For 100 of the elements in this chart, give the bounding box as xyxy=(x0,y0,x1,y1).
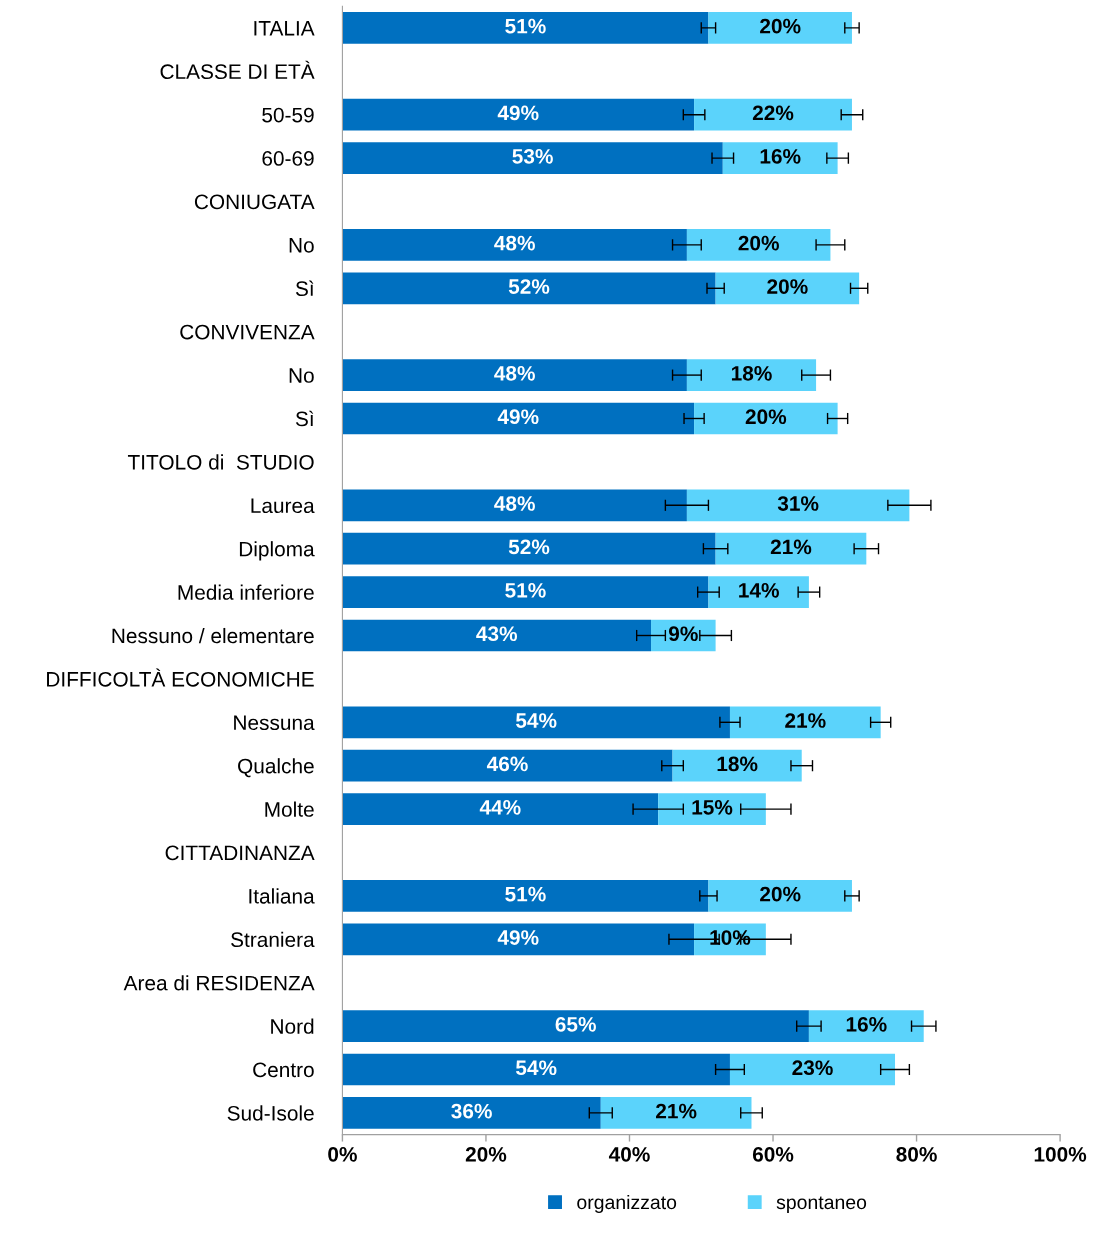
data-label: 23% xyxy=(792,1060,833,1076)
bar xyxy=(708,12,852,44)
bar xyxy=(342,706,730,739)
y-tick-label: ITALIA xyxy=(254,21,315,36)
data-label: 52% xyxy=(508,279,550,294)
bar xyxy=(342,12,709,44)
data-label: 51% xyxy=(505,18,546,34)
data-label: 18% xyxy=(717,756,758,772)
y-tick-label: CITTADINANZA xyxy=(165,845,315,861)
bar xyxy=(694,98,852,131)
bar xyxy=(686,359,817,391)
bar xyxy=(729,1053,896,1086)
bar xyxy=(342,272,716,305)
data-label: 52% xyxy=(508,539,550,555)
data-label: 43% xyxy=(476,626,518,642)
data-label: 44% xyxy=(479,799,521,815)
x-tick-label: 80% xyxy=(896,1146,937,1162)
bar xyxy=(342,619,652,652)
bar xyxy=(715,532,867,565)
data-label: 18% xyxy=(731,365,772,381)
y-tick-label: Sì xyxy=(295,280,314,297)
y-tick-label: Area di RESIDENZA xyxy=(123,975,315,991)
data-label: 31% xyxy=(777,496,819,511)
bar xyxy=(686,229,831,261)
x-tick-label: 0% xyxy=(328,1146,357,1162)
data-label: 16% xyxy=(760,148,801,164)
y-tick-label: Nord xyxy=(271,1018,314,1034)
y-tick-label: Laurea xyxy=(251,498,315,514)
y-tick-label: Media inferiore xyxy=(178,584,314,600)
bar xyxy=(342,880,709,912)
x-tick-label: 60% xyxy=(752,1146,794,1162)
legend-label: spontaneo xyxy=(776,1196,867,1214)
bar xyxy=(342,229,687,261)
data-label: 49% xyxy=(497,930,539,945)
data-label: 49% xyxy=(497,409,539,425)
y-tick-label: Qualche xyxy=(238,758,314,778)
data-label: 20% xyxy=(767,279,808,294)
bar xyxy=(715,272,860,305)
y-tick-label: CONVIVENZA xyxy=(180,324,315,340)
y-tick-label: No xyxy=(289,368,314,383)
y-tick-label: 60-69 xyxy=(262,151,314,166)
y-tick-label: Italiana xyxy=(249,888,315,904)
bar xyxy=(729,706,881,739)
data-label: 20% xyxy=(760,18,801,34)
y-tick-label: Diploma xyxy=(239,541,315,561)
bar xyxy=(342,142,723,174)
data-label: 9% xyxy=(668,626,698,642)
data-label: 20% xyxy=(738,235,779,251)
data-label: 51% xyxy=(505,582,546,598)
bar xyxy=(342,793,659,825)
bar xyxy=(722,142,838,174)
data-label: 54% xyxy=(515,1060,557,1076)
data-label: 51% xyxy=(505,886,546,902)
data-label: 21% xyxy=(656,1103,697,1119)
data-label: 65% xyxy=(555,1016,596,1032)
bar xyxy=(342,576,709,608)
data-label: 48% xyxy=(494,365,535,381)
data-label: 16% xyxy=(846,1016,887,1032)
bar xyxy=(342,923,695,956)
bar xyxy=(342,1010,809,1042)
bar xyxy=(672,749,802,782)
y-tick-label: Centro xyxy=(253,1062,314,1078)
bar xyxy=(342,1053,730,1086)
y-tick-label: Straniera xyxy=(231,931,315,948)
bar xyxy=(600,1097,752,1129)
data-label: 48% xyxy=(494,496,535,511)
data-label: 53% xyxy=(512,148,553,164)
data-label: 20% xyxy=(760,886,801,902)
legend-label: organizzato xyxy=(577,1194,677,1214)
data-label: 54% xyxy=(515,713,557,728)
bar xyxy=(808,1010,924,1042)
data-label: 46% xyxy=(486,756,528,772)
bar xyxy=(342,402,695,435)
data-label: 15% xyxy=(692,799,733,815)
data-label: 22% xyxy=(752,105,794,121)
bar xyxy=(694,402,838,435)
data-label: 21% xyxy=(770,539,812,555)
y-tick-label: Sud-Isole xyxy=(227,1105,314,1121)
data-label: 14% xyxy=(739,582,779,598)
bar xyxy=(658,793,766,825)
data-label: 49% xyxy=(497,105,539,121)
bar xyxy=(342,489,687,522)
y-tick-label: Nessuno / elementare xyxy=(112,627,314,644)
y-tick-label: CONIUGATA xyxy=(194,194,315,210)
y-tick-label: DIFFICOLTÀ ECONOMICHE xyxy=(47,668,314,687)
data-label: 21% xyxy=(785,713,826,728)
y-tick-label: 50-59 xyxy=(262,107,314,123)
x-tick-label: 100% xyxy=(1034,1146,1087,1162)
bar xyxy=(686,489,910,522)
y-tick-label: No xyxy=(289,238,314,253)
y-tick-label: Sì xyxy=(295,410,314,427)
bar xyxy=(708,576,809,608)
y-tick-label: Molte xyxy=(265,801,314,817)
data-label: 36% xyxy=(451,1103,492,1119)
bar xyxy=(342,1097,601,1129)
bar xyxy=(342,749,673,782)
bar xyxy=(342,532,716,565)
bar xyxy=(342,98,695,131)
bar xyxy=(708,880,852,912)
bar xyxy=(342,359,687,391)
